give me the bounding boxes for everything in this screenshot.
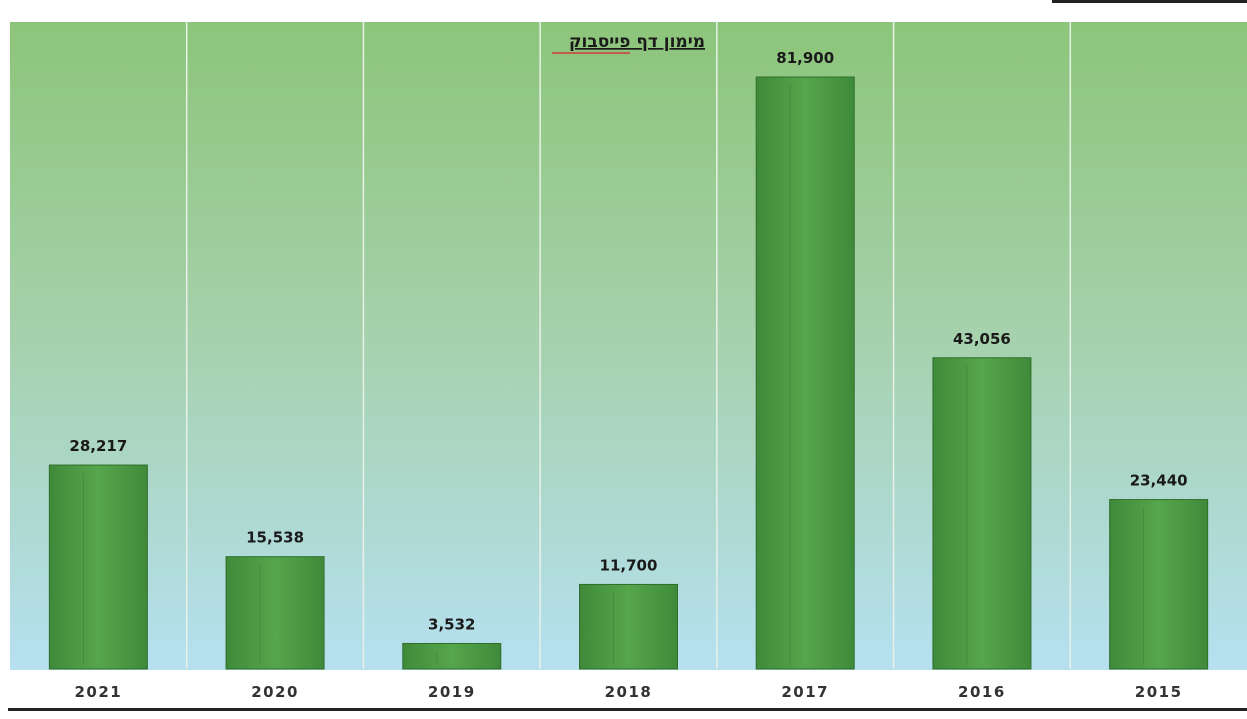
x-tick-2020: 2020: [251, 683, 299, 701]
x-tick-2019: 2019: [428, 683, 476, 701]
x-tick-2015: 2015: [1135, 683, 1183, 701]
bar-2018: [579, 583, 678, 670]
value-label-2018: 11,700: [600, 556, 658, 574]
value-label-2015: 23,440: [1130, 472, 1188, 490]
bars: [48, 76, 1209, 670]
plot-background: [10, 22, 1247, 670]
bar-2021: [48, 464, 148, 670]
value-labels: 28,217 15,538 3,532 11,700 81,900 43,056 23,44…: [69, 49, 1187, 633]
x-tick-2016: 2016: [958, 683, 1006, 701]
top-rule: [1052, 0, 1247, 3]
value-label-2017: 81,900: [776, 49, 834, 67]
bar-2015: [1109, 499, 1209, 670]
gridlines: [185, 22, 1072, 669]
value-label-2016: 43,056: [953, 330, 1011, 348]
x-tick-2018: 2018: [605, 683, 653, 701]
x-tick-2017: 2017: [781, 683, 829, 701]
bar-2016: [932, 357, 1032, 670]
bar-2020: [225, 556, 325, 670]
x-tick-labels: 2021 2020 2019 2018 2017 2016 2015: [74, 683, 1183, 701]
value-label-2019: 3,532: [428, 615, 475, 633]
value-label-2020: 15,538: [246, 529, 304, 547]
bar-2019: [402, 642, 502, 670]
chart-title: מימון דף פייסבוק: [569, 32, 705, 52]
bottom-rule: [8, 708, 1247, 711]
x-tick-2021: 2021: [74, 683, 122, 701]
bar-2017: [755, 76, 855, 670]
value-label-2021: 28,217: [69, 437, 127, 455]
